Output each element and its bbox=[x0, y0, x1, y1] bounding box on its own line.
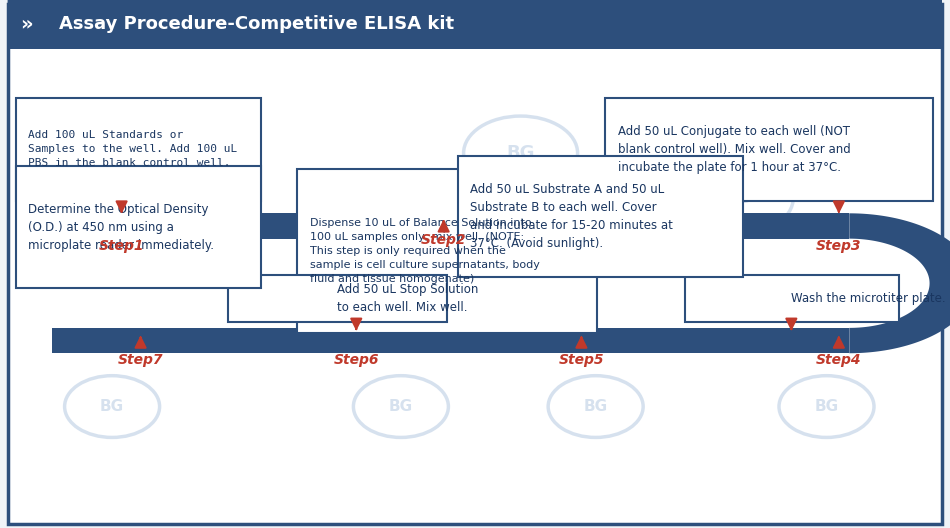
Polygon shape bbox=[8, 0, 461, 49]
Text: Assay Procedure-Competitive ELISA kit: Assay Procedure-Competitive ELISA kit bbox=[59, 15, 454, 33]
FancyBboxPatch shape bbox=[297, 169, 597, 333]
Text: Wash the microtiter plate.: Wash the microtiter plate. bbox=[791, 292, 946, 305]
FancyBboxPatch shape bbox=[52, 328, 849, 353]
Text: BG: BG bbox=[722, 189, 750, 207]
Text: »: » bbox=[20, 15, 33, 34]
Text: Add 50 uL Conjugate to each well (NOT
blank control well). Mix well. Cover and
i: Add 50 uL Conjugate to each well (NOT bl… bbox=[618, 125, 850, 174]
FancyBboxPatch shape bbox=[16, 166, 261, 288]
Text: Dispense 10 uL of Balance Solution into
100 uL samples only, mix well. (NOTE:
Th: Dispense 10 uL of Balance Solution into … bbox=[310, 218, 540, 284]
FancyBboxPatch shape bbox=[8, 0, 942, 49]
FancyBboxPatch shape bbox=[685, 275, 899, 322]
Text: Add 50 uL Substrate A and 50 uL
Substrate B to each well. Cover
and incubate for: Add 50 uL Substrate A and 50 uL Substrat… bbox=[470, 183, 674, 250]
Text: Step1: Step1 bbox=[99, 239, 144, 252]
Text: BG: BG bbox=[506, 144, 535, 162]
Text: BG: BG bbox=[171, 131, 200, 149]
Text: Add 100 uL Standards or
Samples to the well. Add 100 uL
PBS in the blank control: Add 100 uL Standards or Samples to the w… bbox=[28, 130, 238, 168]
Text: Step6: Step6 bbox=[333, 353, 379, 367]
FancyBboxPatch shape bbox=[8, 4, 942, 524]
Text: Step5: Step5 bbox=[559, 353, 604, 367]
Polygon shape bbox=[849, 213, 950, 353]
Text: Step7: Step7 bbox=[118, 353, 163, 367]
FancyBboxPatch shape bbox=[605, 98, 933, 201]
Text: Step3: Step3 bbox=[816, 239, 862, 252]
Text: BG: BG bbox=[389, 399, 413, 414]
Text: Step2: Step2 bbox=[421, 233, 466, 247]
FancyBboxPatch shape bbox=[16, 98, 261, 201]
FancyBboxPatch shape bbox=[458, 156, 743, 277]
FancyBboxPatch shape bbox=[52, 213, 849, 239]
Text: BG: BG bbox=[583, 399, 608, 414]
Text: BG: BG bbox=[814, 399, 839, 414]
Text: Step4: Step4 bbox=[816, 353, 862, 367]
Text: BG: BG bbox=[100, 399, 124, 414]
Text: Add 50 uL Stop Solution
to each well. Mix well.: Add 50 uL Stop Solution to each well. Mi… bbox=[337, 283, 479, 314]
FancyBboxPatch shape bbox=[228, 275, 446, 322]
Text: Determine the Optical Density
(O.D.) at 450 nm using a
microplate reader immedia: Determine the Optical Density (O.D.) at … bbox=[28, 203, 215, 251]
